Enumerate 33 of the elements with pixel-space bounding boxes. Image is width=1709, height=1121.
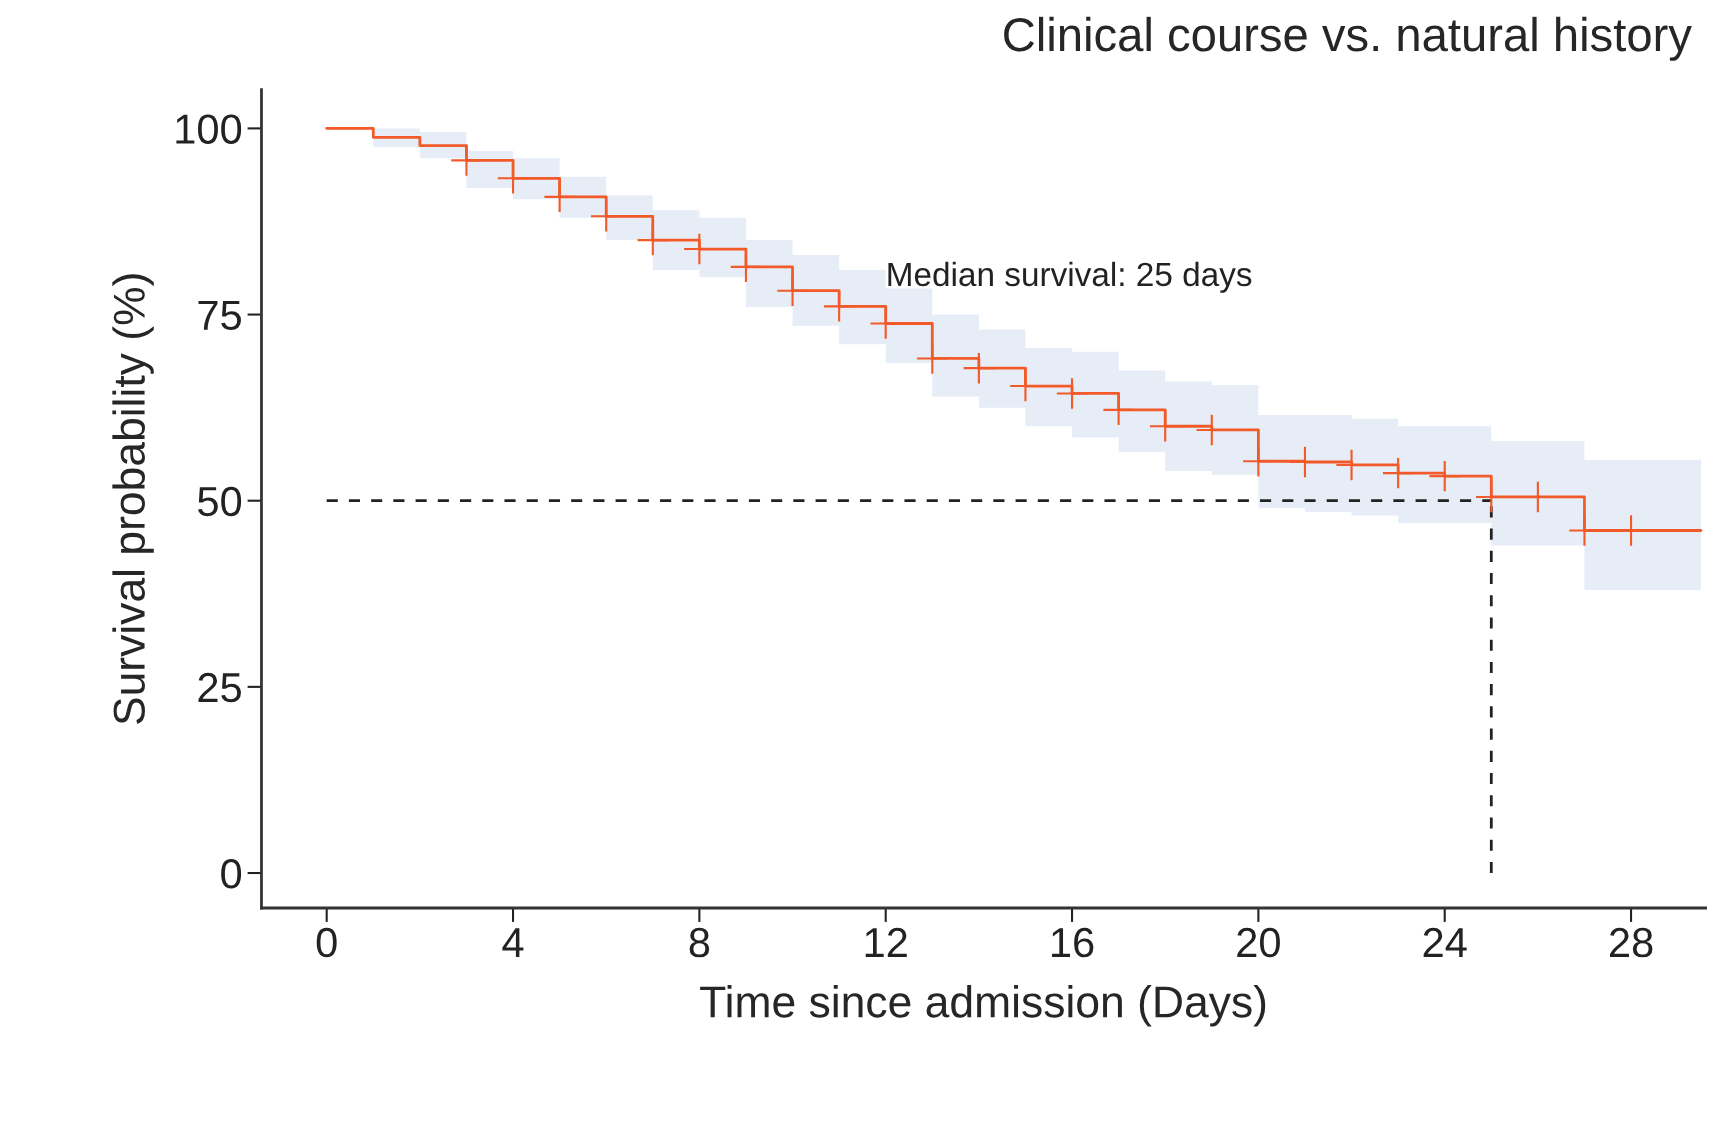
y-axis-title: Survival probability (%) bbox=[112, 274, 154, 725]
point bbox=[1056, 378, 1088, 409]
point bbox=[544, 181, 575, 213]
point bbox=[1429, 460, 1460, 492]
point bbox=[637, 224, 668, 256]
point bbox=[917, 343, 948, 374]
x-tick-label: 8 bbox=[689, 927, 710, 958]
y-tick-label: 50 bbox=[198, 486, 242, 517]
point bbox=[963, 352, 995, 384]
y-tick-label: 25 bbox=[198, 672, 241, 703]
x-tick-label: 24 bbox=[1423, 927, 1467, 957]
x-tick-label: 4 bbox=[502, 928, 524, 957]
y-tick-label: 100 bbox=[176, 114, 242, 144]
point bbox=[823, 291, 855, 322]
point bbox=[730, 251, 762, 283]
y-tick-label: 75 bbox=[198, 300, 241, 331]
annotation: Median survival: 25 days bbox=[888, 261, 1252, 293]
point bbox=[1243, 446, 1274, 477]
point bbox=[497, 163, 529, 194]
x-tick-label: 16 bbox=[1052, 927, 1094, 958]
y-tick-label: 0 bbox=[221, 859, 242, 889]
point bbox=[451, 145, 482, 176]
point bbox=[1103, 394, 1134, 426]
point bbox=[1149, 411, 1181, 442]
point bbox=[590, 201, 622, 232]
point bbox=[1382, 457, 1414, 489]
x-axis-title: Time since admission (Days) bbox=[700, 985, 1266, 1027]
chart-title: Clinical course vs. natural history bbox=[1004, 16, 1692, 61]
x-tick-label: 28 bbox=[1609, 927, 1653, 958]
x-tick-label: 0 bbox=[316, 927, 337, 958]
x-tick-label: 12 bbox=[865, 927, 907, 957]
point bbox=[777, 275, 808, 306]
x-tick-label: 20 bbox=[1237, 927, 1280, 958]
